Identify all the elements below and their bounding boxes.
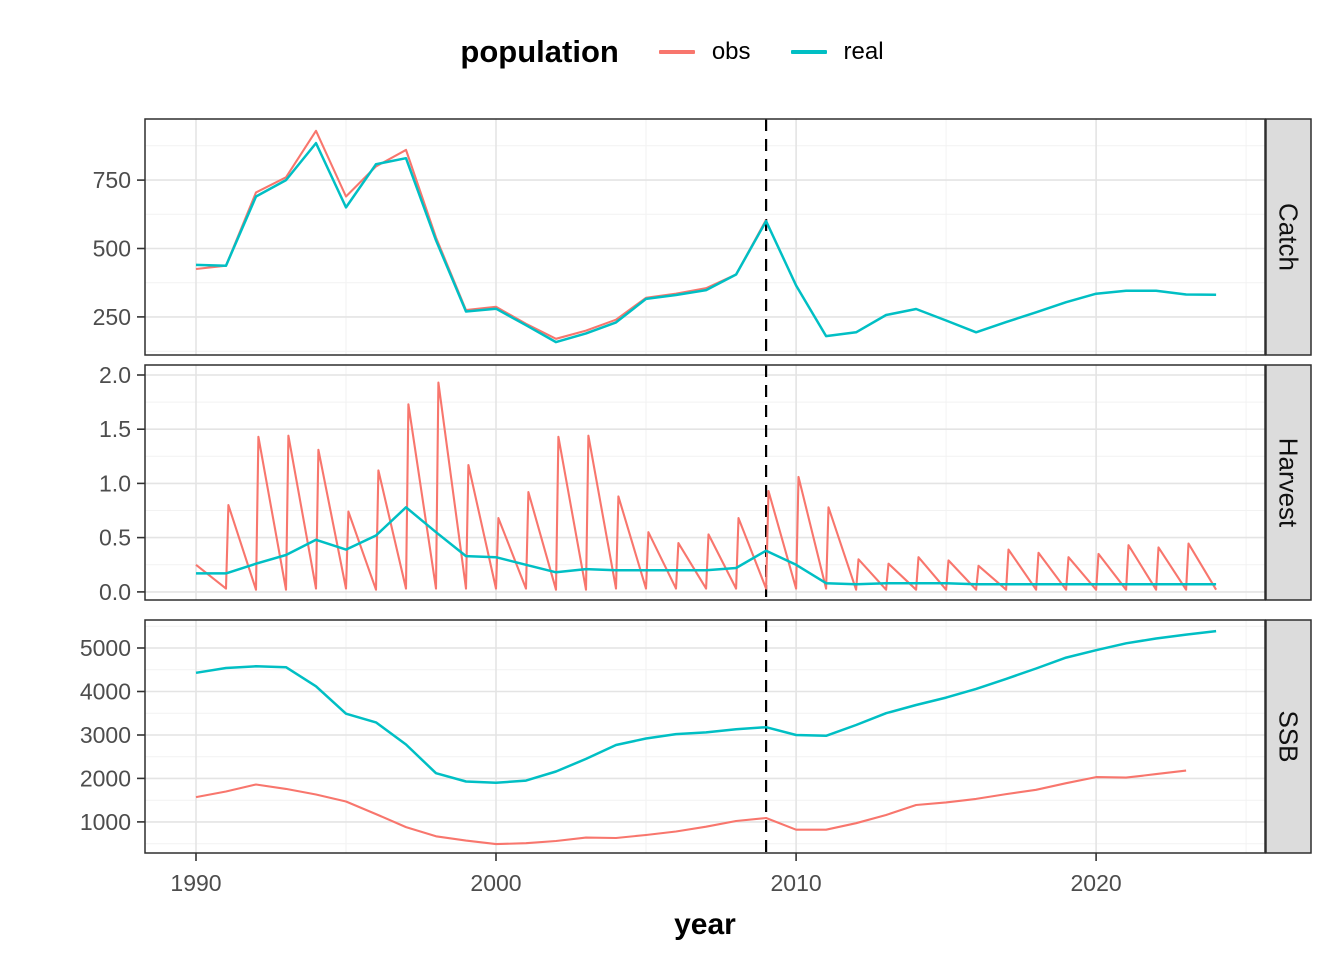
facet-strip — [1265, 364, 1312, 601]
y-axis-tick-label: 1.0 — [99, 470, 131, 496]
series-obs-line — [195, 381, 1218, 591]
facet-strip — [1265, 619, 1312, 854]
facet-strip-label: SSB — [1274, 710, 1304, 762]
x-axis-tick-label: 2000 — [470, 870, 521, 896]
legend-item-obs-label: obs — [711, 38, 751, 65]
obs-line-swatch — [658, 50, 695, 54]
y-axis-tick-label: 1000 — [80, 809, 131, 835]
panel-border — [144, 364, 1266, 601]
x-axis-title: year — [674, 908, 736, 941]
y-axis-tick-label: 0.5 — [99, 525, 131, 551]
facet-strip — [1265, 118, 1312, 356]
panel-ssb: 1000 2000 3000 4000 5000 SSB — [80, 619, 1312, 854]
y-axis-tick-label: 1.5 — [99, 416, 131, 442]
series-real-line — [196, 506, 1217, 586]
y-axis-tick-label: 3000 — [80, 722, 131, 748]
panel-catch: 250 500 750 Catch — [93, 118, 1312, 356]
facet-strip-label: Harvest — [1274, 438, 1304, 528]
legend-item-real: real — [790, 38, 884, 66]
y-axis-tick-label: 4000 — [80, 679, 131, 705]
y-axis-tick-label: 750 — [93, 167, 131, 193]
series-real-line — [195, 141, 1217, 344]
legend-title: population — [460, 34, 619, 69]
legend-item-obs: obs — [658, 38, 751, 66]
y-axis-tick-label: 500 — [93, 236, 131, 262]
series-obs-line — [195, 129, 768, 340]
panel-border — [144, 118, 1266, 356]
y-axis-tick-label: 0.0 — [99, 579, 131, 605]
y-axis-tick-label: 2000 — [80, 765, 131, 791]
x-axis-tick-label: 2020 — [1071, 870, 1122, 896]
series-obs-line — [195, 769, 1187, 846]
x-axis-tick-label: 1990 — [170, 870, 221, 896]
panel-harvest: 0.0 0.5 1.0 1.5 2.0 Harvest — [99, 362, 1312, 605]
facet-strip-label: Catch — [1274, 203, 1304, 271]
y-axis-tick-label: 2.0 — [99, 362, 131, 388]
panel-border — [144, 619, 1266, 854]
series-real-line — [195, 629, 1217, 785]
y-axis-tick-label: 5000 — [80, 635, 131, 661]
legend: population obs real — [0, 26, 1344, 78]
legend-item-real-label: real — [843, 38, 884, 65]
panel-background — [145, 620, 1265, 853]
x-axis-tick-label: 2010 — [771, 870, 822, 896]
y-axis-tick-label: 250 — [93, 304, 131, 330]
panel-background — [145, 119, 1265, 355]
real-line-swatch — [790, 50, 827, 54]
panel-background — [145, 365, 1265, 600]
